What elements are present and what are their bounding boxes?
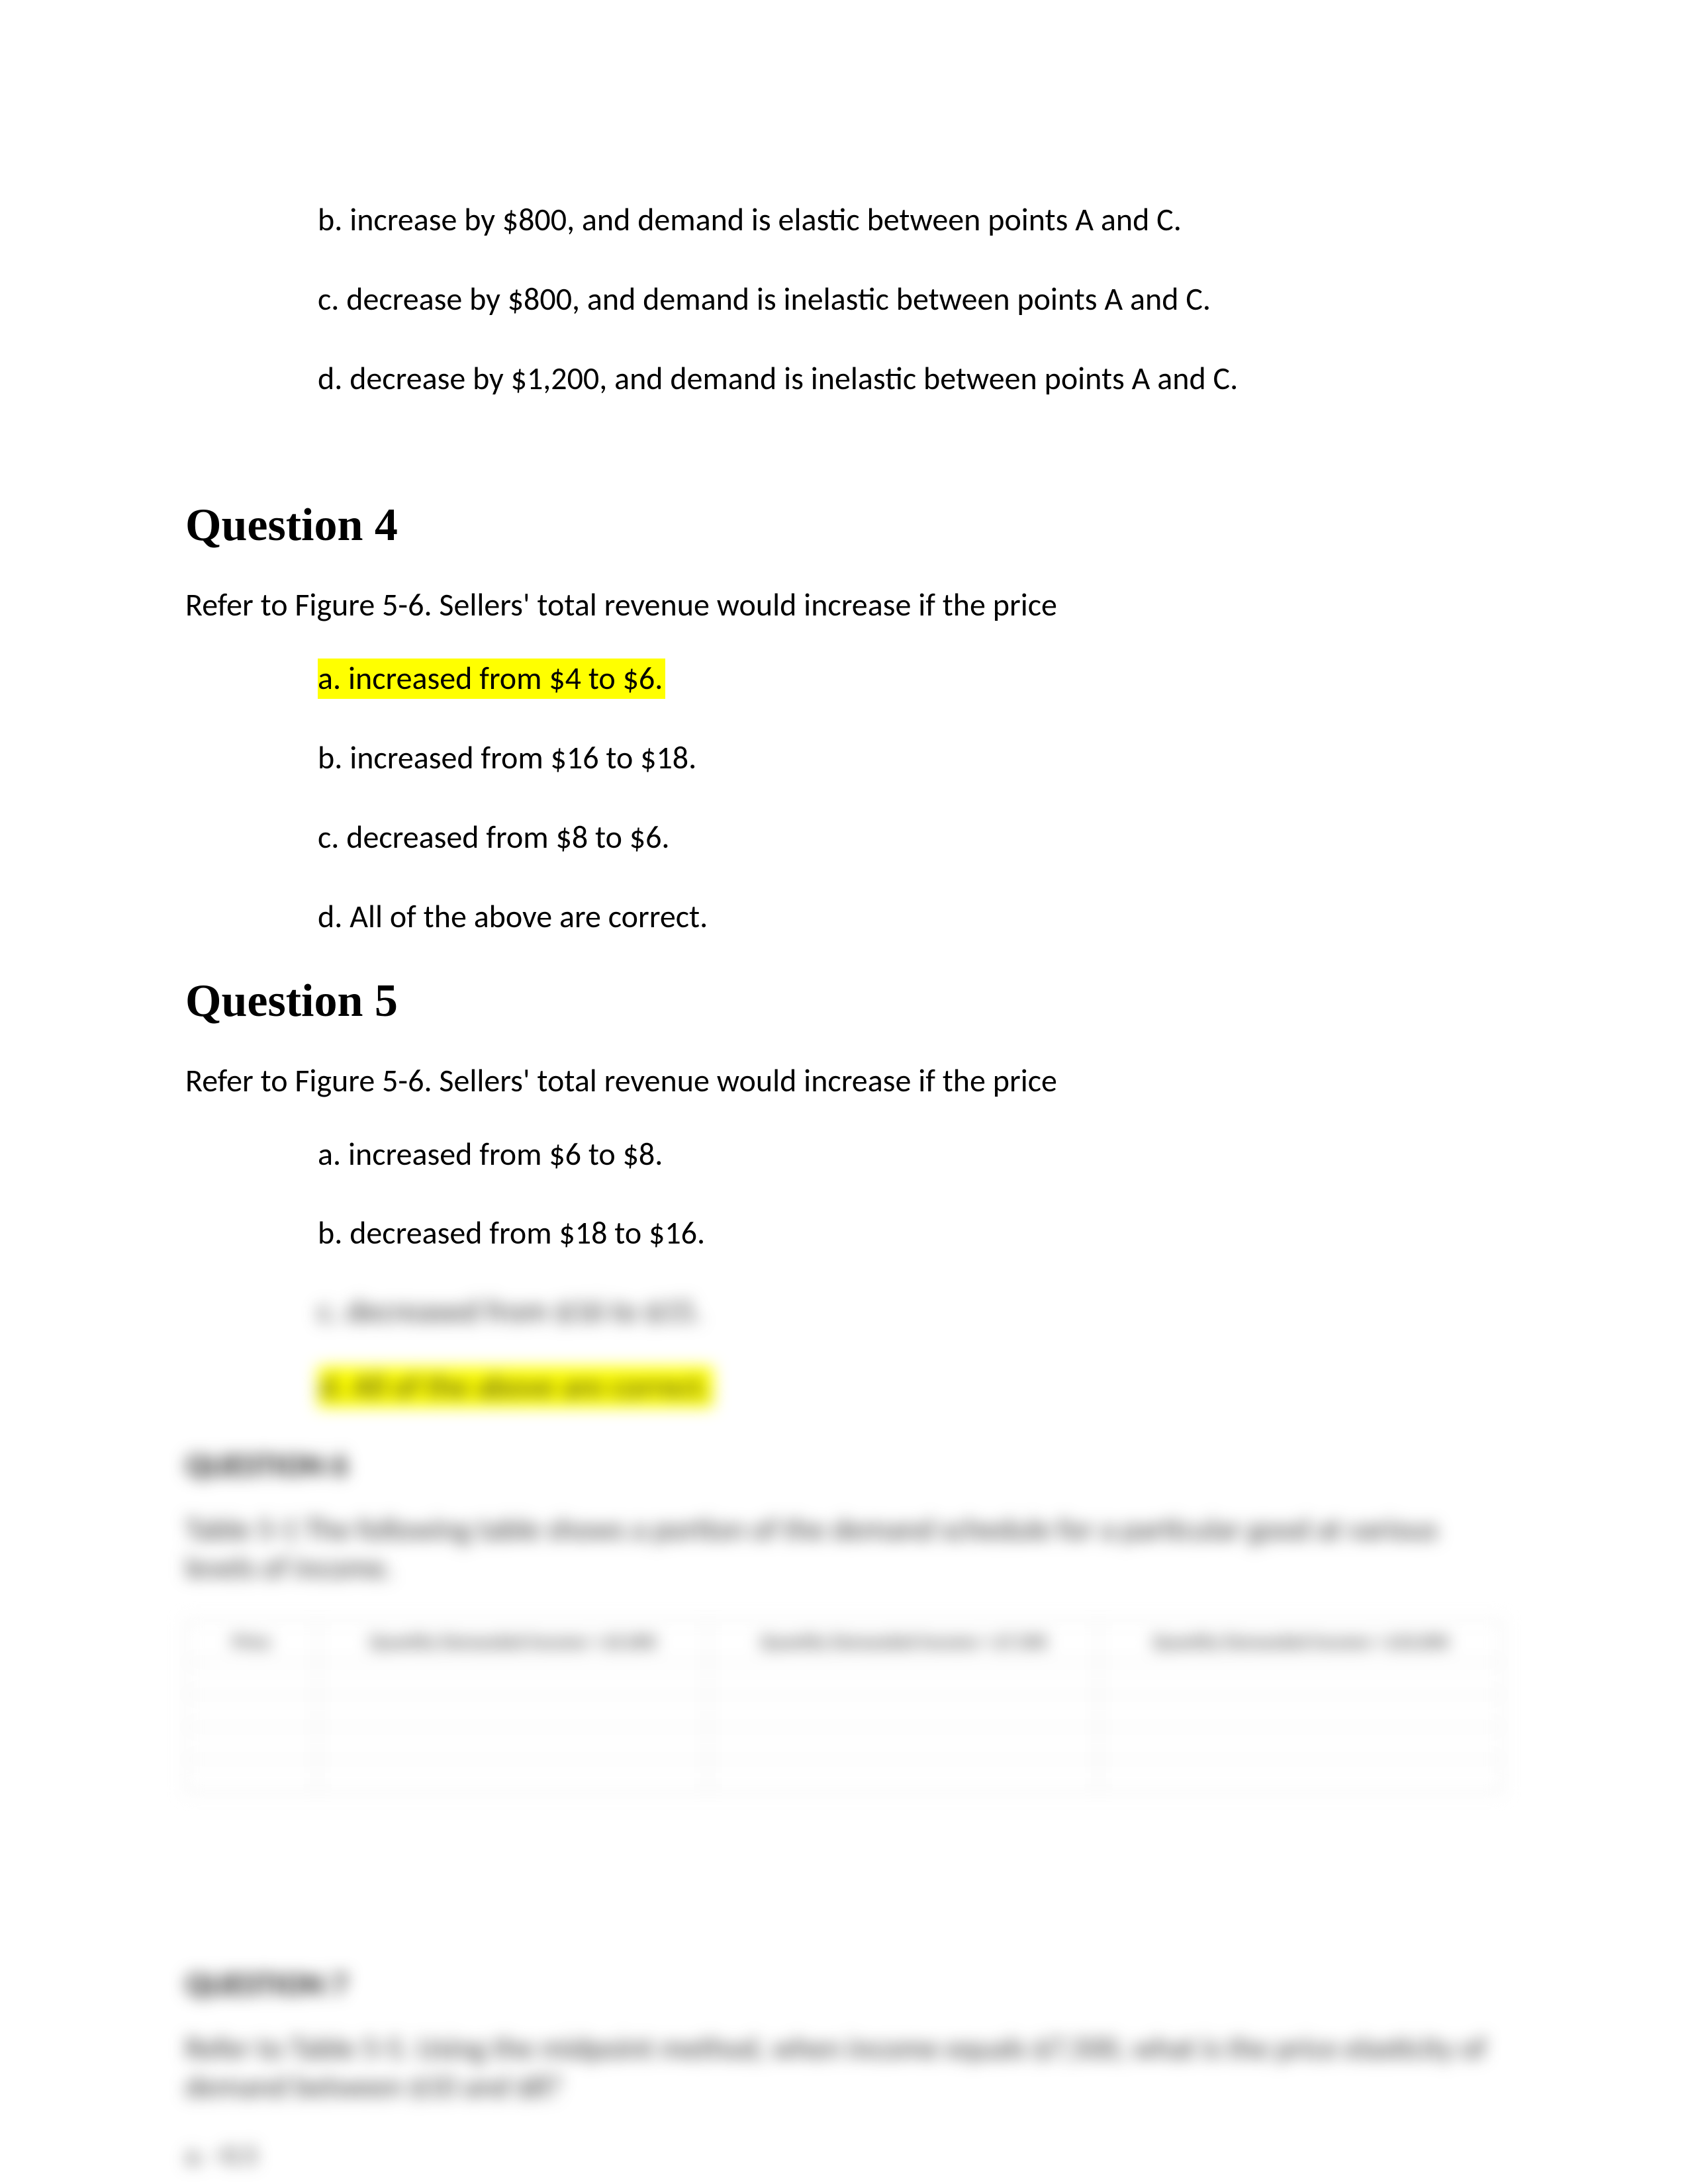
question-4-options: a. increased from $4 to $6. b. increased… bbox=[318, 657, 1503, 938]
blurred-option-d-text: d. All of the above are correct. bbox=[318, 1367, 713, 1407]
q4-option-a: a. increased from $4 to $6. bbox=[318, 657, 1503, 700]
blurred-q7-block: QUESTION 7 Refer to Table 5-5. Using the… bbox=[185, 1964, 1503, 2171]
table-header-3: Quantity Demanded Income = $7,500 bbox=[708, 1621, 1099, 1662]
question-4-stem: Refer to Figure 5-6. Sellers' total reve… bbox=[185, 585, 1503, 624]
blurred-q6-heading: QUESTION 6 bbox=[185, 1445, 1503, 1484]
option-d: d. decrease by $1,200, and demand is ine… bbox=[318, 357, 1503, 400]
table-row bbox=[186, 1727, 1503, 1760]
option-c: c. decrease by $800, and demand is inela… bbox=[318, 278, 1503, 321]
blurred-preview-region: c. decreased from $16 to $15. d. All of … bbox=[185, 1291, 1503, 2171]
q4-option-d: d. All of the above are correct. bbox=[318, 895, 1503, 938]
blurred-q7-option: a. −0.5 bbox=[185, 2139, 1503, 2171]
q5-option-a: a. increased from $6 to $8. bbox=[318, 1133, 1503, 1176]
blurred-option-c: c. decreased from $16 to $15. bbox=[318, 1291, 1503, 1330]
table-row bbox=[186, 1662, 1503, 1695]
q5-option-b: b. decreased from $18 to $16. bbox=[318, 1212, 1503, 1255]
q4-option-a-text: a. increased from $4 to $6. bbox=[318, 659, 665, 699]
table-header-1: Price bbox=[186, 1621, 318, 1662]
table-header-2: Quantity Demanded Income = $5,000 bbox=[317, 1621, 708, 1662]
q4-option-b: b. increased from $16 to $18. bbox=[318, 737, 1503, 780]
question-5-stem: Refer to Figure 5-6. Sellers' total reve… bbox=[185, 1061, 1503, 1100]
table-header-4: Quantity Demanded Income = $10,000 bbox=[1099, 1621, 1503, 1662]
blurred-demand-table: Price Quantity Demanded Income = $5,000 … bbox=[185, 1620, 1503, 1792]
question-4-heading: Question 4 bbox=[185, 499, 1503, 552]
question-5-heading: Question 5 bbox=[185, 975, 1503, 1028]
question-5-options: a. increased from $6 to $8. b. decreased… bbox=[318, 1133, 1503, 1255]
q4-option-c: c. decreased from $8 to $6. bbox=[318, 816, 1503, 859]
document-page: b. increase by $800, and demand is elast… bbox=[0, 0, 1688, 2184]
blurred-option-d: d. All of the above are correct. bbox=[318, 1367, 1503, 1406]
prev-question-options: b. increase by $800, and demand is elast… bbox=[318, 199, 1503, 400]
table-row bbox=[186, 1760, 1503, 1792]
blurred-q6-text: Table 5-1 The following table shows a po… bbox=[185, 1511, 1503, 1587]
blurred-q7-text: Refer to Table 5-5. Using the midpoint m… bbox=[185, 2030, 1503, 2106]
table-row bbox=[186, 1695, 1503, 1727]
option-b: b. increase by $800, and demand is elast… bbox=[318, 199, 1503, 242]
blurred-q7-heading: QUESTION 7 bbox=[185, 1964, 1503, 2003]
